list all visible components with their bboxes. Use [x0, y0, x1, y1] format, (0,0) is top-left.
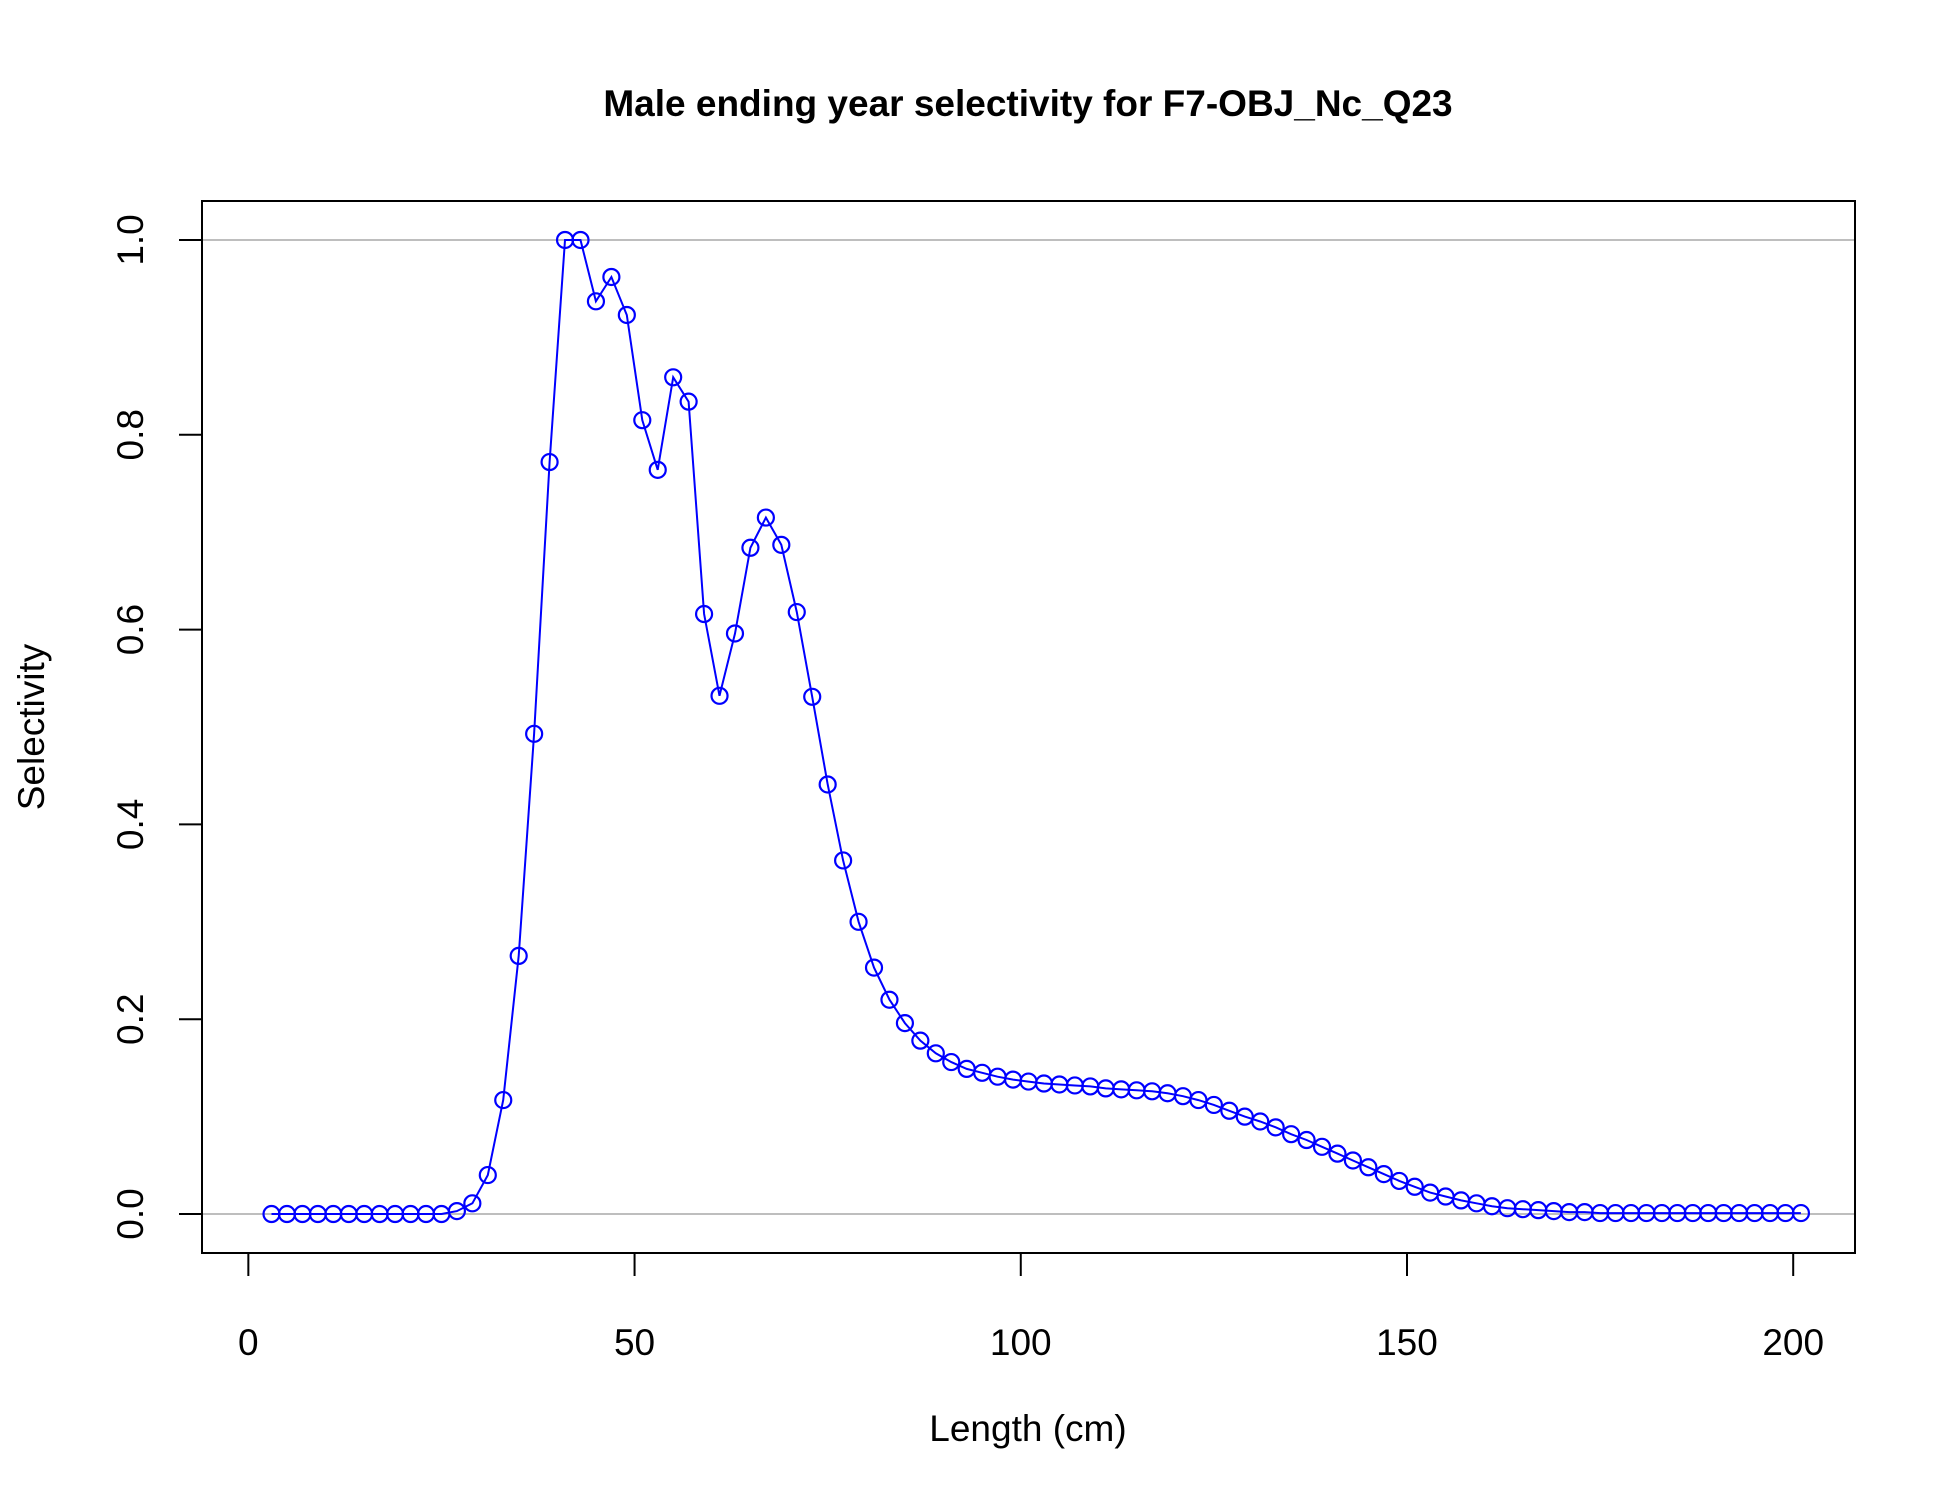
- x-tick-label: 150: [1376, 1322, 1438, 1363]
- data-point: [648, 460, 667, 479]
- data-point: [525, 724, 544, 743]
- x-tick-label: 50: [614, 1322, 655, 1363]
- data-point: [1791, 1203, 1811, 1223]
- series-line: [271, 239, 1801, 1215]
- y-tick-label: 1.0: [110, 214, 151, 265]
- data-point: [494, 1090, 513, 1110]
- data-point: [942, 1052, 961, 1072]
- series-line-group: [271, 239, 1801, 1215]
- data-point: [725, 624, 745, 643]
- data-point: [1312, 1137, 1332, 1156]
- data-point: [602, 267, 621, 287]
- data-point: [571, 230, 590, 250]
- data-point: [633, 411, 652, 430]
- chart-title: Male ending year selectivity for F7-OBJ_…: [603, 83, 1452, 124]
- y-axis-label: Selectivity: [11, 643, 52, 810]
- data-point: [447, 1202, 467, 1221]
- x-tick-label: 200: [1762, 1322, 1824, 1363]
- data-point: [911, 1031, 930, 1050]
- data-point: [540, 452, 559, 472]
- data-point: [679, 392, 698, 411]
- data-point: [1266, 1118, 1285, 1137]
- data-point: [1328, 1144, 1347, 1163]
- y-tick-label: 0.0: [110, 1188, 151, 1239]
- x-tick-label: 0: [238, 1322, 259, 1363]
- data-point: [1390, 1171, 1409, 1191]
- data-point: [1359, 1158, 1378, 1177]
- reference-lines: [202, 238, 1855, 1216]
- data-point: [926, 1044, 945, 1063]
- data-point: [710, 686, 729, 705]
- data-point: [1220, 1101, 1239, 1120]
- data-point: [1204, 1095, 1223, 1115]
- data-point: [741, 538, 760, 557]
- y-axis: 0.0 0.2 0.4 0.6 0.8 1.0: [110, 214, 203, 1240]
- data-point: [664, 368, 683, 387]
- x-tick-label: 100: [990, 1322, 1052, 1363]
- y-tick-label: 0.2: [110, 994, 151, 1045]
- x-axis-label: Length (cm): [929, 1408, 1126, 1449]
- data-point: [772, 535, 791, 554]
- data-point: [463, 1194, 482, 1213]
- data-points: [262, 230, 1811, 1224]
- data-point: [1297, 1130, 1316, 1150]
- data-point: [1282, 1125, 1301, 1144]
- y-tick-label: 0.4: [110, 799, 151, 850]
- data-point: [895, 1014, 915, 1033]
- data-point: [849, 912, 868, 931]
- data-point: [1374, 1164, 1393, 1184]
- data-point: [834, 851, 853, 870]
- data-point: [1405, 1177, 1424, 1196]
- y-tick-label: 0.8: [110, 409, 151, 460]
- data-point: [617, 305, 636, 325]
- plot-frame: [201, 200, 1856, 1254]
- data-point: [509, 946, 528, 966]
- y-tick-label: 0.6: [110, 604, 151, 655]
- data-point: [756, 508, 775, 527]
- data-point: [478, 1165, 497, 1185]
- data-point: [1251, 1112, 1270, 1131]
- data-point: [818, 775, 837, 794]
- data-point: [803, 687, 822, 706]
- x-axis: 0 50 100 150 200: [238, 1252, 1824, 1363]
- data-point: [694, 604, 714, 624]
- data-point: [787, 602, 806, 622]
- data-point: [864, 958, 884, 977]
- data-point: [1343, 1151, 1363, 1170]
- data-point: [586, 292, 606, 311]
- data-point: [880, 990, 899, 1009]
